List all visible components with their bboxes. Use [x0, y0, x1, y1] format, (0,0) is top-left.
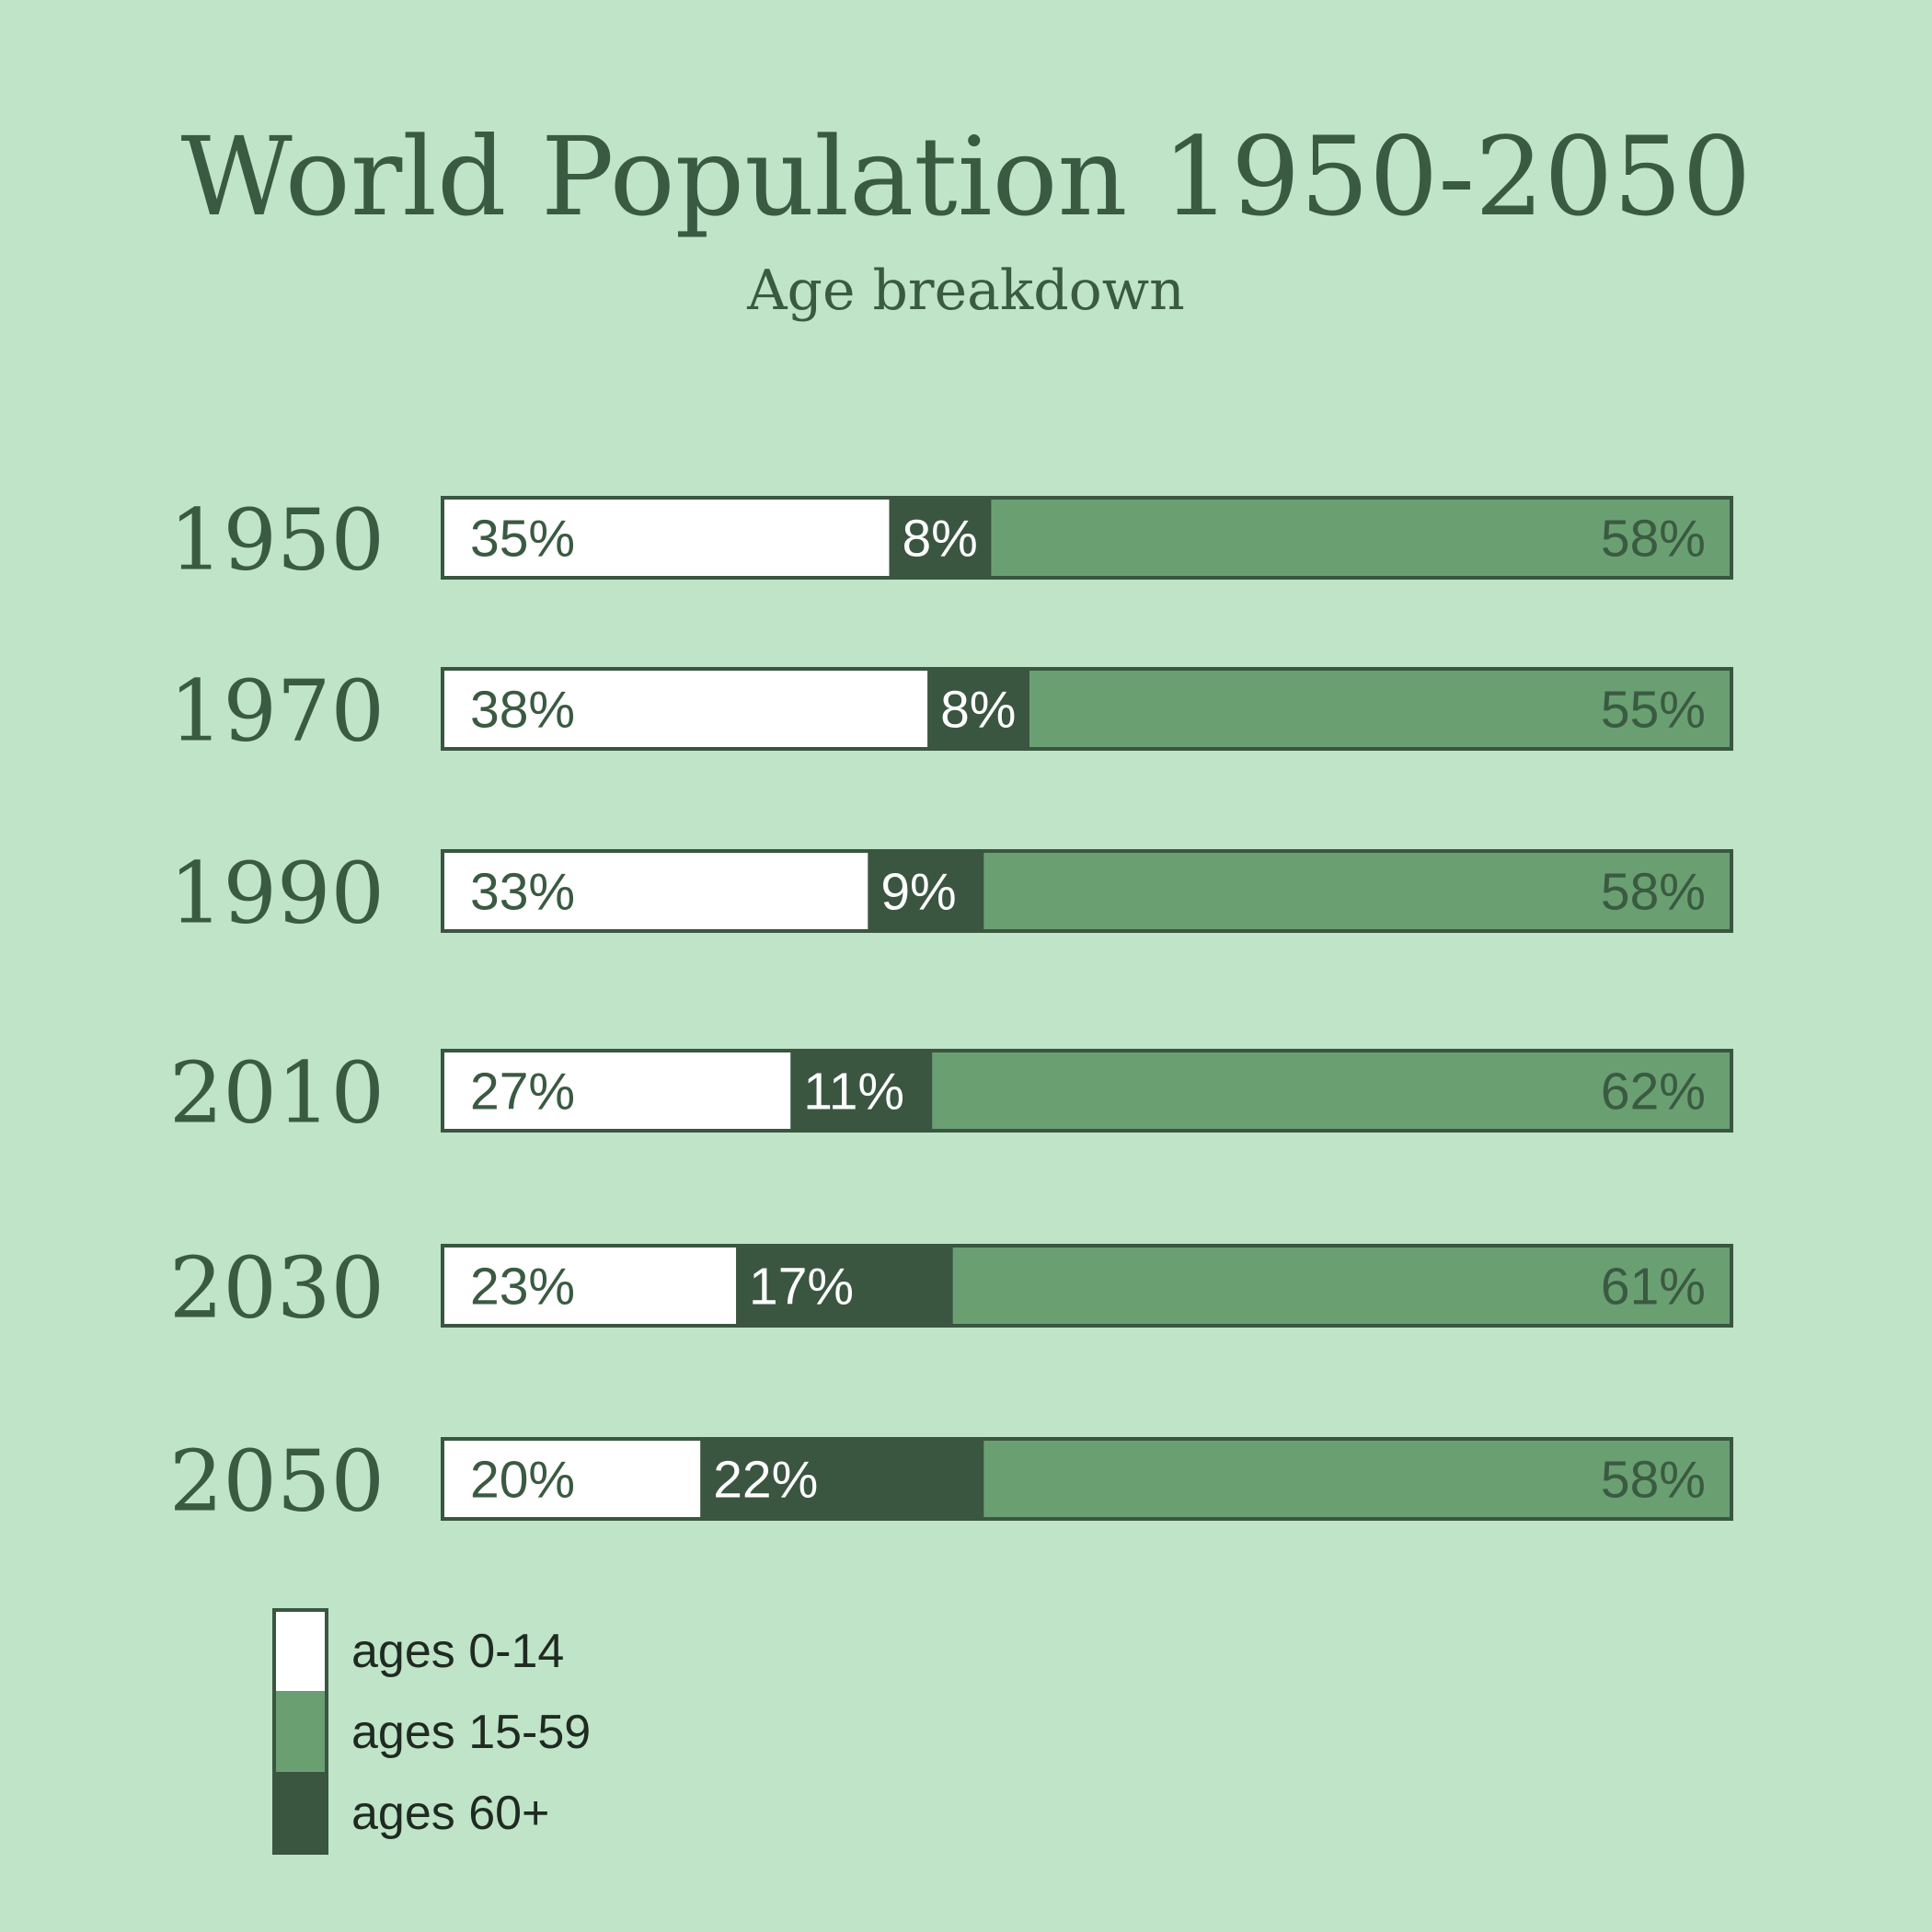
bar-segment — [443, 851, 868, 931]
legend-label: ages 60+ — [351, 1787, 549, 1840]
data-label: 17% — [749, 1258, 854, 1317]
bar-outline — [441, 1437, 1733, 1521]
chart-title: World Population 1950-2050 — [181, 113, 1752, 240]
bar-segment — [983, 1439, 1731, 1519]
bar-outline — [441, 1049, 1733, 1133]
bar-segment — [443, 1051, 791, 1131]
bars-layer: 1950 35% 8% 58% 1970 38% 8% 55% 1990 33% 9% 58% 2010… — [169, 491, 1733, 1531]
year-label: 1990 — [169, 845, 385, 943]
bar-segment — [983, 851, 1731, 931]
bar-segment — [889, 498, 992, 578]
data-label: 38% — [470, 681, 575, 740]
legend-label: ages 15-59 — [351, 1706, 591, 1759]
bar-outline — [441, 849, 1733, 933]
legend-swatch — [274, 1691, 327, 1772]
year-label: 2050 — [169, 1432, 385, 1531]
bar-outline — [441, 667, 1733, 751]
data-label: 20% — [470, 1451, 575, 1510]
legend-outline — [272, 1608, 328, 1855]
data-label: 9% — [880, 863, 956, 922]
bar-segment — [991, 498, 1731, 578]
year-label: 1950 — [169, 491, 385, 590]
data-label: 27% — [470, 1063, 575, 1121]
bar-segment — [443, 498, 890, 578]
bar-segment — [952, 1246, 1731, 1326]
data-label: 61% — [1601, 1258, 1706, 1317]
legend-swatch — [274, 1772, 327, 1853]
year-label: 1970 — [169, 662, 385, 761]
year-label: 2030 — [169, 1239, 385, 1338]
data-label: 62% — [1601, 1063, 1706, 1121]
year-label: 2010 — [169, 1044, 385, 1143]
bar-segment — [1029, 669, 1731, 749]
data-label: 11% — [803, 1063, 904, 1121]
bar-segment — [443, 1246, 737, 1326]
data-label: 22% — [713, 1451, 818, 1510]
data-label: 58% — [1601, 510, 1706, 569]
bar-segment — [790, 1051, 933, 1131]
bar-segment — [927, 669, 1030, 749]
data-label: 23% — [470, 1258, 575, 1317]
legend: ages 0-14 ages 15-59 ages 60+ — [272, 1608, 591, 1855]
data-label: 35% — [470, 510, 575, 569]
chart-subtitle: Age breakdown — [746, 259, 1185, 323]
data-label: 33% — [470, 863, 575, 922]
data-label: 55% — [1601, 681, 1706, 740]
data-label: 58% — [1601, 1451, 1706, 1510]
bar-segment — [700, 1439, 984, 1519]
bar-outline — [441, 1244, 1733, 1328]
data-label: 8% — [940, 681, 1016, 740]
data-label: 8% — [902, 510, 977, 569]
bar-segment — [736, 1246, 953, 1326]
bar-segment — [932, 1051, 1731, 1131]
bar-segment — [868, 851, 984, 931]
legend-swatch — [274, 1610, 327, 1691]
bar-segment — [443, 669, 928, 749]
legend-label: ages 0-14 — [351, 1625, 564, 1678]
data-label: 58% — [1601, 863, 1706, 922]
bar-segment — [443, 1439, 701, 1519]
bar-outline — [441, 496, 1733, 580]
